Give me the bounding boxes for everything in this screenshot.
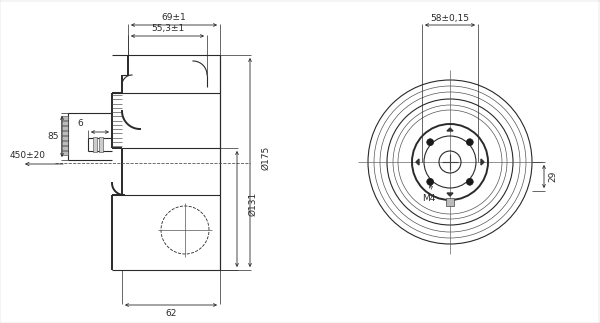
- Bar: [61, 136, 68, 140]
- Circle shape: [427, 139, 434, 146]
- Bar: [61, 146, 68, 150]
- Bar: [61, 131, 68, 135]
- Polygon shape: [416, 159, 419, 165]
- Bar: [61, 116, 68, 120]
- Text: 55,3±1: 55,3±1: [151, 25, 184, 34]
- Polygon shape: [447, 128, 453, 131]
- Bar: [61, 141, 68, 145]
- Polygon shape: [447, 193, 453, 196]
- Bar: [61, 151, 68, 155]
- Text: 69±1: 69±1: [161, 14, 187, 23]
- Bar: [446, 198, 454, 206]
- Text: 85: 85: [47, 132, 59, 141]
- Polygon shape: [481, 159, 484, 165]
- Circle shape: [466, 139, 473, 146]
- Text: M4: M4: [422, 194, 436, 203]
- Text: 29: 29: [548, 171, 557, 182]
- Bar: [99, 137, 103, 152]
- Bar: [61, 126, 68, 130]
- Text: Ø175: Ø175: [262, 145, 271, 170]
- Text: 58±0,15: 58±0,15: [431, 14, 470, 23]
- Text: Ø131: Ø131: [248, 192, 257, 216]
- Text: 62: 62: [166, 308, 176, 318]
- Bar: [61, 121, 68, 125]
- Circle shape: [427, 178, 434, 185]
- Bar: [93, 137, 97, 152]
- Text: 6: 6: [77, 120, 83, 129]
- Circle shape: [466, 178, 473, 185]
- Text: 450±20: 450±20: [10, 151, 46, 161]
